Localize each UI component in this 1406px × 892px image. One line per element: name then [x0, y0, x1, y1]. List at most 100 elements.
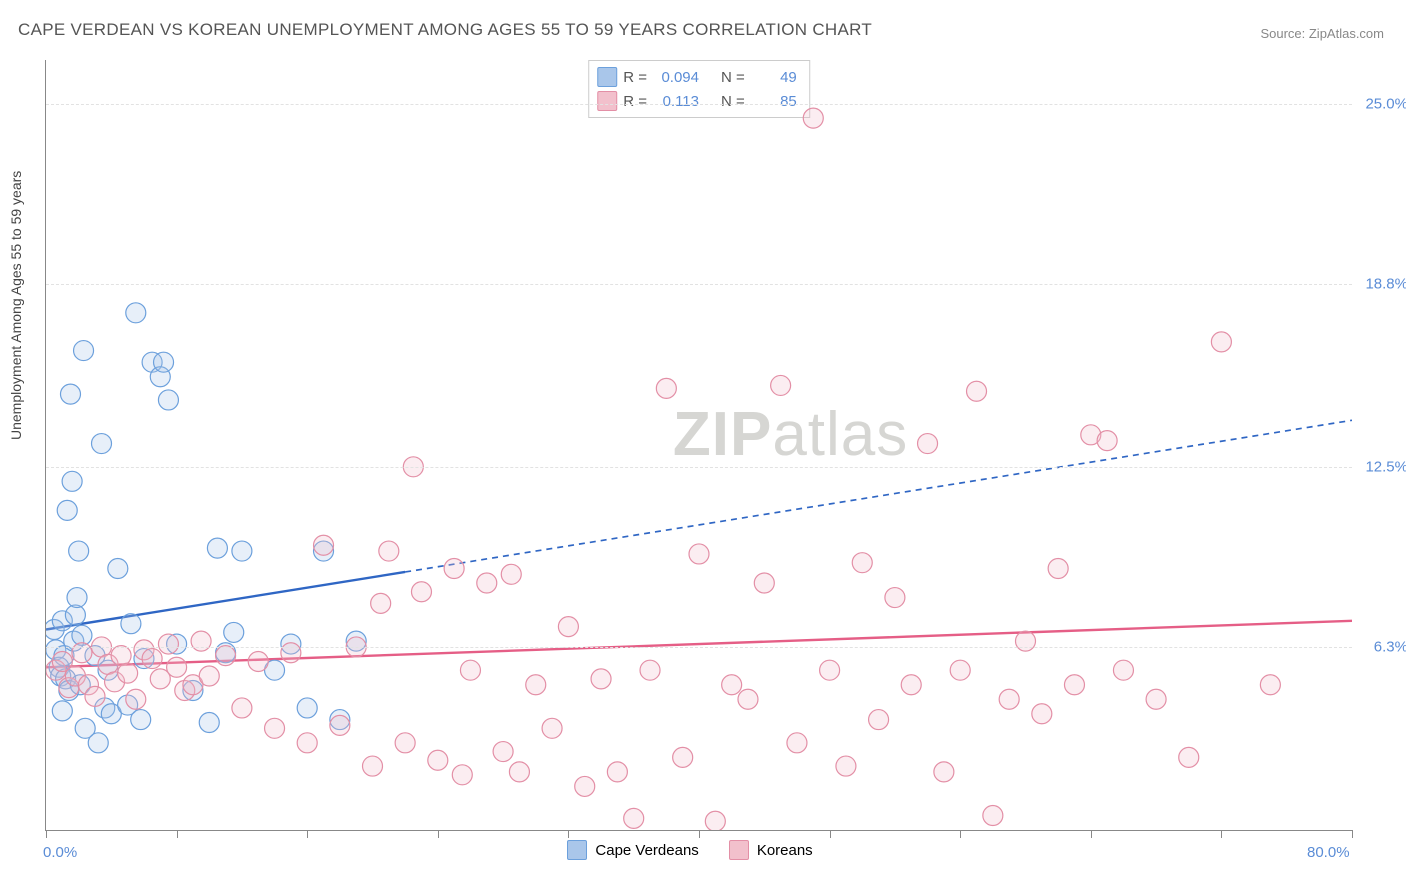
- data-point: [705, 811, 725, 830]
- chart-wrapper: CAPE VERDEAN VS KOREAN UNEMPLOYMENT AMON…: [0, 0, 1406, 892]
- trendline-dashed: [405, 420, 1352, 572]
- data-point: [452, 765, 472, 785]
- data-point: [121, 614, 141, 634]
- data-point: [967, 381, 987, 401]
- legend-item-series1: Cape Verdeans: [567, 840, 698, 860]
- gridline: [46, 104, 1352, 105]
- data-point: [126, 689, 146, 709]
- data-point: [1211, 332, 1231, 352]
- data-point: [722, 675, 742, 695]
- data-point: [575, 776, 595, 796]
- data-point: [108, 558, 128, 578]
- data-point: [281, 643, 301, 663]
- data-point: [62, 471, 82, 491]
- x-tick: [438, 830, 439, 838]
- data-point: [265, 718, 285, 738]
- data-point: [918, 434, 938, 454]
- data-point: [787, 733, 807, 753]
- data-point: [67, 588, 87, 608]
- y-tick-label: 6.3%: [1374, 638, 1406, 655]
- data-point: [885, 588, 905, 608]
- data-point: [477, 573, 497, 593]
- data-point: [154, 352, 174, 372]
- data-point: [999, 689, 1019, 709]
- x-tick: [46, 830, 47, 838]
- y-tick-label: 12.5%: [1365, 458, 1406, 475]
- legend-swatch-series1: [567, 840, 587, 860]
- x-tick: [1221, 830, 1222, 838]
- data-point: [126, 303, 146, 323]
- data-point: [1146, 689, 1166, 709]
- data-point: [869, 710, 889, 730]
- x-tick: [307, 830, 308, 838]
- data-point: [411, 582, 431, 602]
- data-point: [509, 762, 529, 782]
- data-point: [934, 762, 954, 782]
- data-point: [803, 108, 823, 128]
- data-point: [52, 701, 72, 721]
- data-point: [607, 762, 627, 782]
- data-point: [88, 733, 108, 753]
- data-point: [60, 384, 80, 404]
- data-point: [92, 434, 112, 454]
- legend-swatch-series2: [729, 840, 749, 860]
- data-point: [444, 558, 464, 578]
- gridline: [46, 647, 1352, 648]
- data-point: [656, 378, 676, 398]
- data-point: [771, 375, 791, 395]
- x-tick: [1352, 830, 1353, 838]
- plot-area: ZIPatlas R = 0.094 N = 49 R = 0.113 N = …: [45, 60, 1352, 831]
- data-point: [1048, 558, 1068, 578]
- data-point: [69, 541, 89, 561]
- data-point: [624, 808, 644, 828]
- data-point: [297, 733, 317, 753]
- data-point: [191, 631, 211, 651]
- chart-title: CAPE VERDEAN VS KOREAN UNEMPLOYMENT AMON…: [18, 20, 872, 40]
- data-point: [118, 663, 138, 683]
- data-point: [460, 660, 480, 680]
- data-point: [820, 660, 840, 680]
- data-point: [526, 675, 546, 695]
- gridline: [46, 467, 1352, 468]
- data-point: [216, 646, 236, 666]
- data-point: [158, 634, 178, 654]
- x-tick: [699, 830, 700, 838]
- x-tick: [1091, 830, 1092, 838]
- data-point: [983, 805, 1003, 825]
- data-point: [314, 535, 334, 555]
- data-point: [558, 617, 578, 637]
- data-point: [142, 649, 162, 669]
- source-name: ZipAtlas.com: [1309, 26, 1384, 41]
- y-tick-label: 25.0%: [1365, 95, 1406, 112]
- trendline-solid: [46, 572, 405, 630]
- data-point: [852, 553, 872, 573]
- data-point: [689, 544, 709, 564]
- source-prefix: Source:: [1260, 26, 1308, 41]
- data-point: [901, 675, 921, 695]
- data-point: [591, 669, 611, 689]
- data-point: [738, 689, 758, 709]
- data-point: [1179, 747, 1199, 767]
- data-point: [950, 660, 970, 680]
- data-point: [199, 712, 219, 732]
- legend-label-series1: Cape Verdeans: [595, 842, 698, 859]
- y-axis-label: Unemployment Among Ages 55 to 59 years: [8, 171, 24, 440]
- data-point: [363, 756, 383, 776]
- data-point: [754, 573, 774, 593]
- x-tick: [830, 830, 831, 838]
- data-point: [224, 622, 244, 642]
- data-point: [158, 390, 178, 410]
- data-point: [131, 710, 151, 730]
- data-point: [501, 564, 521, 584]
- data-point: [1113, 660, 1133, 680]
- scatter-svg: [46, 60, 1352, 830]
- data-point: [395, 733, 415, 753]
- data-point: [379, 541, 399, 561]
- data-point: [1097, 431, 1117, 451]
- data-point: [167, 657, 187, 677]
- bottom-legend: Cape Verdeans Koreans: [567, 840, 812, 860]
- data-point: [1032, 704, 1052, 724]
- data-point: [297, 698, 317, 718]
- data-point: [330, 715, 350, 735]
- source-attribution: Source: ZipAtlas.com: [1260, 26, 1384, 41]
